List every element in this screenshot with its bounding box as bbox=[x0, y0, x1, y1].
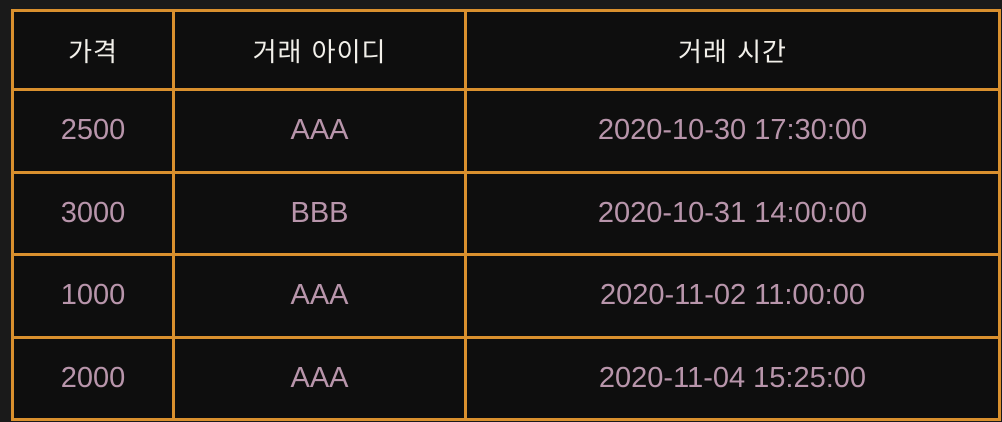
table-row: 2500 AAA 2020-10-30 17:30:00 bbox=[11, 88, 1001, 174]
table-row: 2000 AAA 2020-11-04 15:25:00 bbox=[11, 335, 1001, 421]
cell-trade-id: BBB bbox=[172, 170, 467, 256]
cell-trade-time: 2020-10-31 14:00:00 bbox=[464, 170, 1001, 256]
cell-trade-id: AAA bbox=[172, 88, 467, 174]
cell-trade-time: 2020-10-30 17:30:00 bbox=[464, 88, 1001, 174]
cell-trade-time: 2020-11-04 15:25:00 bbox=[464, 335, 1001, 421]
cell-price: 3000 bbox=[11, 170, 175, 256]
header-trade-id: 거래 아이디 bbox=[172, 9, 467, 91]
trades-table: 가격 거래 아이디 거래 시간 2500 AAA 2020-10-30 17:3… bbox=[11, 9, 1001, 421]
header-price: 가격 bbox=[11, 9, 175, 91]
cell-trade-time: 2020-11-02 11:00:00 bbox=[464, 253, 1001, 339]
cell-price: 2000 bbox=[11, 335, 175, 421]
header-row: 가격 거래 아이디 거래 시간 bbox=[11, 9, 1001, 91]
header-trade-time: 거래 시간 bbox=[464, 9, 1001, 91]
cell-trade-id: AAA bbox=[172, 253, 467, 339]
cell-trade-id: AAA bbox=[172, 335, 467, 421]
table-row: 1000 AAA 2020-11-02 11:00:00 bbox=[11, 253, 1001, 339]
cell-price: 2500 bbox=[11, 88, 175, 174]
cell-price: 1000 bbox=[11, 253, 175, 339]
table-row: 3000 BBB 2020-10-31 14:00:00 bbox=[11, 170, 1001, 256]
